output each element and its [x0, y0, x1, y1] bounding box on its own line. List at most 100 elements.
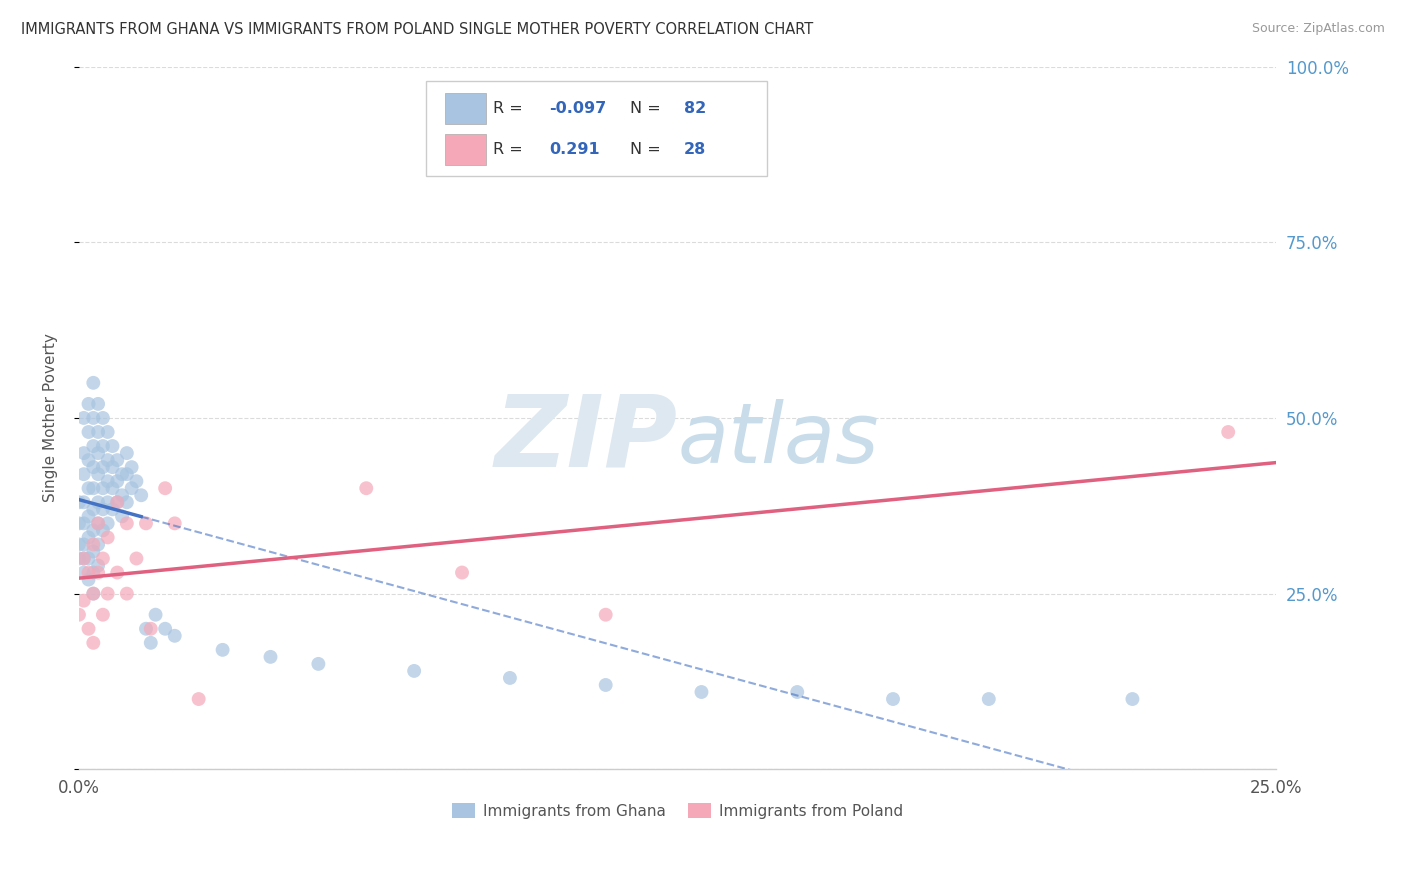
Text: R =: R =	[494, 142, 529, 157]
Point	[77, 566, 100, 580]
Point	[82, 411, 104, 425]
Point	[105, 495, 128, 509]
Point	[187, 692, 209, 706]
Point	[115, 587, 138, 601]
Point	[77, 453, 100, 467]
Point	[87, 397, 110, 411]
Point	[67, 607, 90, 622]
Point	[73, 495, 96, 509]
Point	[91, 411, 114, 425]
Point	[73, 537, 96, 551]
Point	[153, 622, 176, 636]
Text: 0.291: 0.291	[550, 142, 600, 157]
Point	[451, 566, 474, 580]
Point	[97, 530, 120, 544]
Text: R =: R =	[494, 102, 529, 116]
Point	[882, 692, 904, 706]
FancyBboxPatch shape	[446, 134, 486, 165]
Point	[73, 411, 96, 425]
Legend: Immigrants from Ghana, Immigrants from Poland: Immigrants from Ghana, Immigrants from P…	[446, 797, 910, 825]
Point	[77, 530, 100, 544]
Point	[87, 558, 110, 573]
Point	[67, 537, 90, 551]
Point	[87, 537, 110, 551]
Text: -0.097: -0.097	[550, 102, 606, 116]
Point	[307, 657, 329, 671]
Point	[139, 636, 162, 650]
Point	[499, 671, 522, 685]
Point	[101, 460, 124, 475]
Point	[82, 481, 104, 495]
Point	[91, 607, 114, 622]
Point	[87, 446, 110, 460]
Text: IMMIGRANTS FROM GHANA VS IMMIGRANTS FROM POLAND SINGLE MOTHER POVERTY CORRELATIO: IMMIGRANTS FROM GHANA VS IMMIGRANTS FROM…	[21, 22, 813, 37]
Point	[87, 516, 110, 531]
Text: atlas: atlas	[678, 399, 879, 480]
Point	[82, 439, 104, 453]
Point	[82, 566, 104, 580]
Text: N =: N =	[630, 102, 665, 116]
Point	[211, 643, 233, 657]
Point	[67, 551, 90, 566]
Point	[91, 524, 114, 538]
Point	[786, 685, 808, 699]
Point	[97, 495, 120, 509]
Point	[91, 481, 114, 495]
Point	[97, 453, 120, 467]
Point	[77, 551, 100, 566]
Text: ZIP: ZIP	[495, 391, 678, 488]
Point	[82, 537, 104, 551]
Point	[91, 439, 114, 453]
Point	[73, 566, 96, 580]
Point	[125, 551, 148, 566]
Point	[101, 481, 124, 495]
Text: Source: ZipAtlas.com: Source: ZipAtlas.com	[1251, 22, 1385, 36]
Point	[73, 551, 96, 566]
Point	[82, 376, 104, 390]
Point	[115, 467, 138, 482]
Point	[101, 502, 124, 516]
Point	[1218, 425, 1240, 439]
Point	[82, 587, 104, 601]
Point	[356, 481, 378, 495]
Text: N =: N =	[630, 142, 665, 157]
Point	[690, 685, 713, 699]
Point	[77, 425, 100, 439]
Point	[97, 425, 120, 439]
Point	[97, 587, 120, 601]
Point	[139, 622, 162, 636]
Point	[82, 636, 104, 650]
Point	[111, 488, 134, 502]
Point	[97, 474, 120, 488]
Point	[404, 664, 426, 678]
Point	[121, 460, 143, 475]
Point	[73, 551, 96, 566]
Point	[595, 607, 617, 622]
Point	[87, 425, 110, 439]
Point	[97, 516, 120, 531]
Point	[105, 453, 128, 467]
Point	[977, 692, 1000, 706]
Point	[105, 566, 128, 580]
Point	[67, 516, 90, 531]
Point	[135, 516, 157, 531]
Point	[91, 460, 114, 475]
Y-axis label: Single Mother Poverty: Single Mother Poverty	[44, 334, 58, 502]
Point	[101, 439, 124, 453]
Point	[91, 502, 114, 516]
FancyBboxPatch shape	[426, 80, 768, 176]
Point	[73, 516, 96, 531]
Point	[145, 607, 167, 622]
Point	[77, 509, 100, 524]
Point	[73, 446, 96, 460]
Point	[82, 544, 104, 558]
Point	[1121, 692, 1143, 706]
Point	[67, 495, 90, 509]
Point	[73, 467, 96, 482]
Point	[77, 573, 100, 587]
Point	[153, 481, 176, 495]
Point	[87, 566, 110, 580]
Point	[115, 446, 138, 460]
Point	[82, 460, 104, 475]
Point	[87, 516, 110, 531]
